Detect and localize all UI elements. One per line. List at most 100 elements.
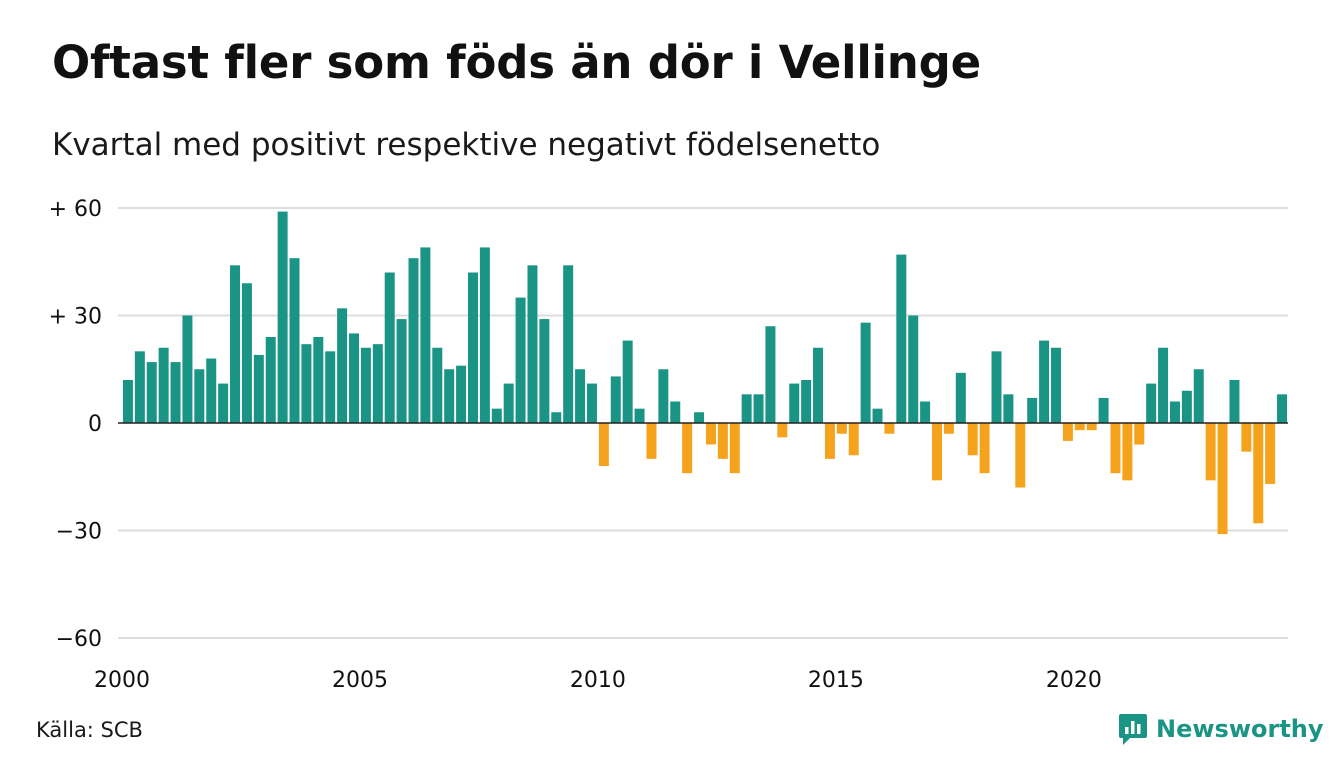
bar [622,340,633,423]
bar [1229,380,1240,423]
x-tick-label: 2005 [332,668,388,693]
bar [372,344,383,423]
bar [955,372,966,423]
bar [967,423,978,456]
bar [539,319,550,423]
bar [349,333,359,423]
bar [789,383,800,423]
brand-logo[interactable]: Newsworthy [1118,712,1324,746]
y-tick-label: + 60 [49,197,102,222]
bar [777,423,788,438]
bar [765,326,776,423]
bar [408,258,419,423]
chart-title: Oftast fler som föds än dör i Vellinge [52,36,981,89]
y-tick-label: −60 [56,627,102,652]
bar [1003,394,1014,423]
bar [1039,340,1050,423]
bar [313,337,324,423]
bar [122,380,133,423]
bar [991,351,1002,423]
bar [325,351,336,423]
bar [884,423,895,434]
bar [1241,423,1252,452]
y-tick-label: −30 [56,520,102,545]
bar [134,351,145,423]
axis-layer: + 60 + 30 0 −30 −60 2000 2005 2010 2015 2020 [49,197,1288,693]
bar-layer [122,211,1288,535]
x-tick-label: 2015 [808,668,864,693]
y-tick-label: + 30 [49,305,102,330]
bar [241,283,252,423]
bar [943,423,954,434]
bar [896,254,907,423]
bar [503,383,514,423]
bar [253,354,264,423]
bar [1122,423,1133,481]
bar [384,272,395,423]
bar [824,423,835,459]
bar [1193,369,1204,423]
bar [658,369,669,423]
bar [729,423,740,474]
bar [694,412,705,423]
bar [396,319,407,423]
bar [1253,423,1264,524]
bar [1015,423,1026,488]
bar [932,423,942,481]
bar [337,308,348,423]
bar [1265,423,1276,484]
bar [230,265,241,423]
bar [527,265,538,423]
bar [1169,401,1180,423]
bar [360,347,371,423]
bar [1074,423,1085,431]
bar [753,394,764,423]
bar [301,344,312,423]
bar [1205,423,1216,481]
bar [705,423,716,445]
bar [158,347,169,423]
bar [479,247,490,423]
bar [908,315,919,423]
bar [682,423,693,474]
bar [670,401,681,423]
bar [289,258,300,423]
grid-layer [118,207,1288,639]
bar [146,362,157,423]
bar [265,337,276,423]
bar [813,347,824,423]
x-tick-label: 2000 [94,668,150,693]
bar [563,265,574,423]
bar [1050,347,1061,423]
bar [872,408,883,423]
bar [1277,394,1288,423]
bar [432,347,443,423]
bar [194,369,205,423]
bar [206,358,217,423]
bar [920,401,931,423]
bar [586,383,597,423]
newsworthy-logo-icon [1119,714,1147,745]
bar [491,408,502,423]
bar [1134,423,1145,445]
bar [848,423,859,456]
bar [634,408,645,423]
bar [575,369,586,423]
brand-name: Newsworthy [1156,715,1324,743]
bar [646,423,657,459]
bar [182,315,193,423]
bar [610,376,621,423]
bar [1158,347,1169,423]
bar [218,383,229,423]
source-note: Källa: SCB [36,718,143,742]
bar [1086,423,1097,431]
bar [598,423,609,466]
x-tick-label: 2010 [570,668,626,693]
bar [456,365,467,423]
bar [515,297,526,423]
bar [860,322,871,423]
bar [551,412,562,423]
y-tick-label: 0 [88,412,102,437]
bar [1146,383,1157,423]
